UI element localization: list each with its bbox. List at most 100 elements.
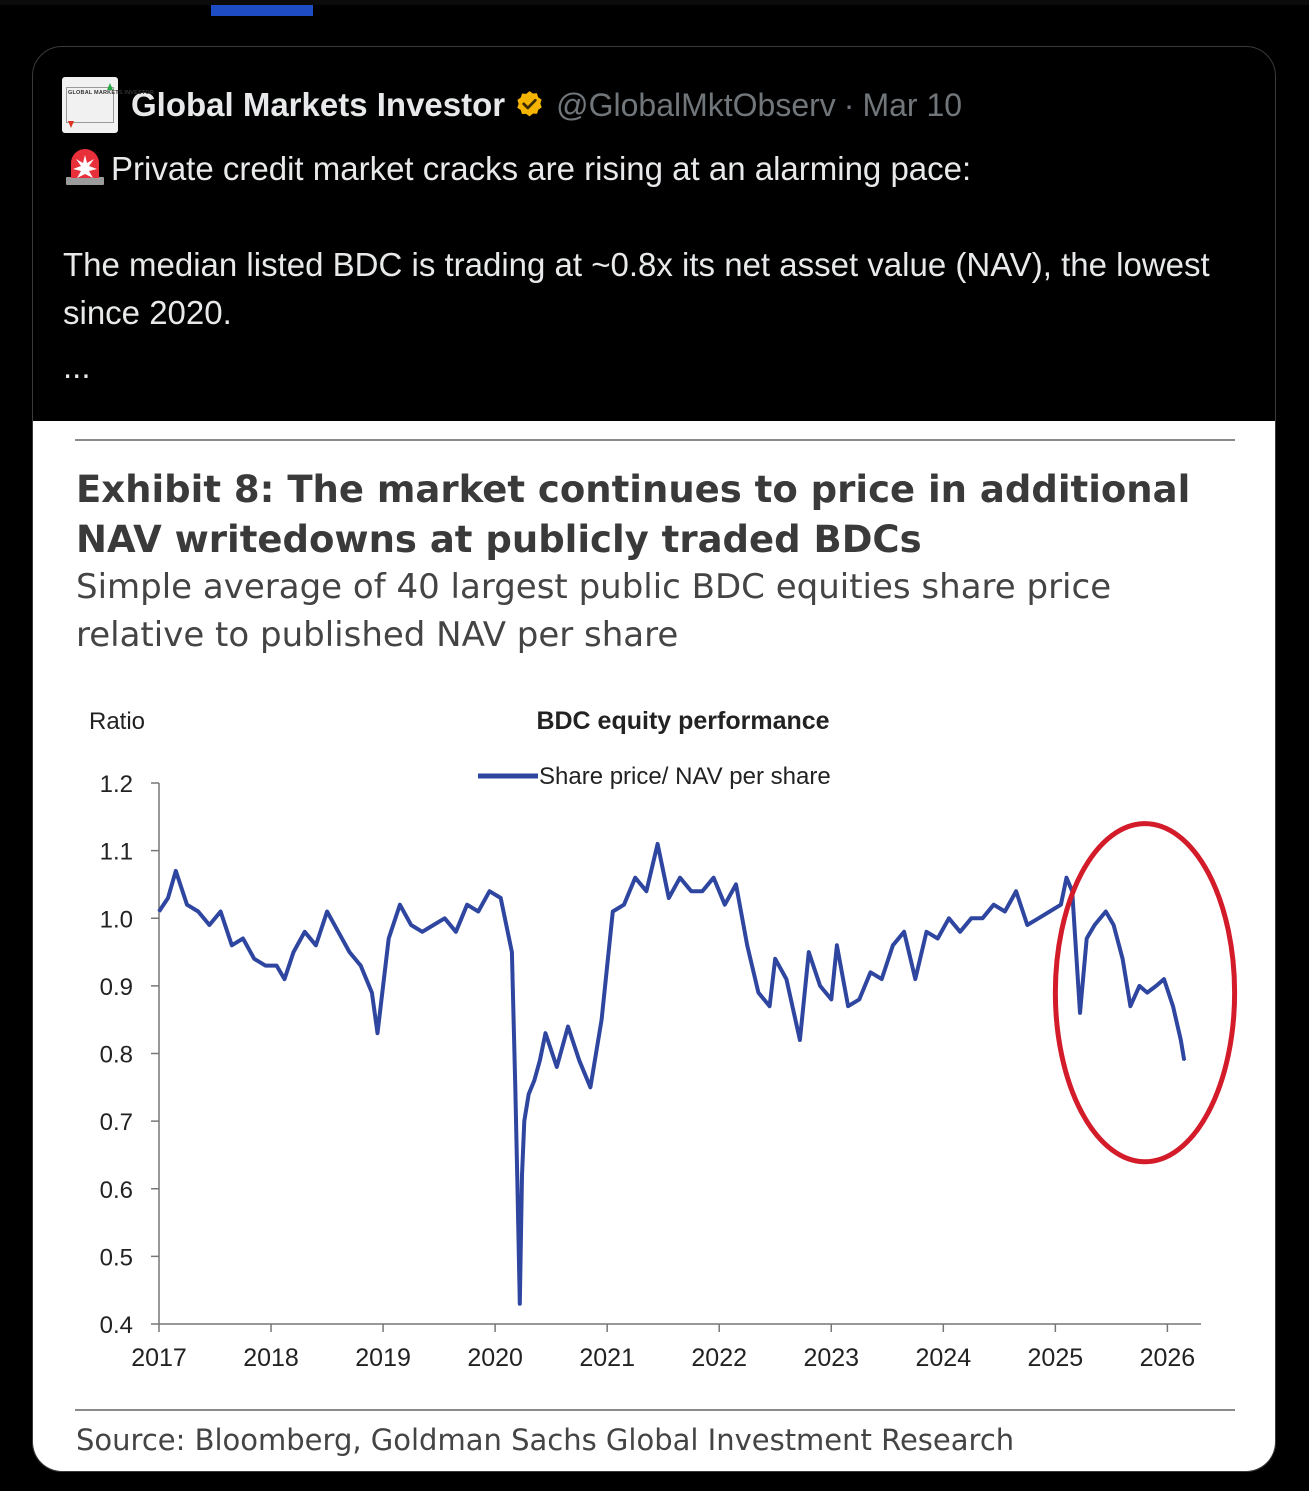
- author-name[interactable]: Global Markets Investor: [131, 86, 506, 123]
- data-point: [376, 1032, 379, 1035]
- x-tick-label: 2023: [803, 1344, 859, 1372]
- data-point: [231, 944, 233, 947]
- x-tick-label: 2018: [243, 1344, 299, 1372]
- x-tick-label: 2019: [355, 1344, 411, 1372]
- data-point: [903, 930, 905, 933]
- data-point: [555, 1066, 558, 1068]
- y-tick-label: 0.6: [100, 1177, 133, 1204]
- highlight-ellipse: [1052, 821, 1238, 1165]
- data-point: [914, 978, 917, 980]
- avatar[interactable]: GLOBAL MARKETS INVESTOR: [62, 77, 154, 133]
- data-point: [1079, 1012, 1081, 1014]
- data-point: [303, 930, 306, 933]
- data-point: [1048, 910, 1051, 913]
- data-point: [167, 897, 169, 899]
- tweet-image[interactable]: Exhibit 8: The market continues to price…: [33, 421, 1275, 1471]
- data-point: [600, 1018, 603, 1021]
- data-point: [387, 937, 390, 940]
- y-tick-label: 1.1: [100, 839, 133, 866]
- data-point: [488, 890, 491, 892]
- data-point: [785, 978, 788, 980]
- data-point: [799, 1039, 801, 1041]
- data-point: [455, 930, 457, 933]
- data-point: [690, 890, 693, 892]
- tweet-text-line2: The median listed BDC is trading at ~0.8…: [63, 246, 1210, 331]
- data-point: [477, 910, 480, 913]
- active-tab-indicator: [211, 5, 313, 16]
- data-point: [1146, 991, 1149, 994]
- tweet-text-line1: Private credit market cracks are rising …: [63, 145, 1253, 193]
- x-tick-label: 2022: [691, 1344, 747, 1372]
- data-point: [443, 917, 446, 920]
- tweet-card[interactable]: GLOBAL MARKETS INVESTOR Global Markets I…: [32, 46, 1276, 1472]
- data-point: [516, 1187, 519, 1190]
- data-point: [242, 937, 244, 940]
- x-tick-label: 2024: [915, 1344, 971, 1372]
- exhibit-subtitle: Simple average of 40 largest public BDC …: [76, 567, 1112, 655]
- legend-label: Share price/ NAV per share: [539, 763, 831, 790]
- data-point: [774, 958, 777, 960]
- data-point: [158, 910, 160, 913]
- data-point: [836, 944, 838, 947]
- data-point: [701, 890, 704, 892]
- data-point: [1121, 958, 1124, 960]
- data-point: [539, 1059, 541, 1062]
- data-point: [819, 985, 821, 987]
- tweet-date[interactable]: Mar 10: [862, 86, 963, 123]
- data-point: [1004, 910, 1006, 913]
- data-point: [724, 903, 726, 906]
- exhibit-title: Exhibit 8: The market continues to price…: [76, 468, 1191, 561]
- data-point: [746, 944, 749, 947]
- data-point: [992, 903, 995, 906]
- data-point: [880, 978, 883, 980]
- data-point: [1015, 890, 1017, 892]
- data-point: [511, 951, 513, 953]
- data-point: [578, 1059, 580, 1062]
- data-point: [421, 930, 424, 933]
- data-point: [499, 897, 502, 899]
- data-point: [264, 964, 267, 967]
- data-point: [514, 1086, 517, 1089]
- data-point: [981, 917, 984, 920]
- avatar-logo-frame: [66, 87, 114, 123]
- data-point: [970, 917, 973, 920]
- x-tick-label: 2017: [131, 1344, 187, 1372]
- data-point: [399, 903, 401, 906]
- data-point: [208, 924, 211, 926]
- data-point: [1183, 1059, 1185, 1062]
- data-point: [1037, 917, 1040, 920]
- data-point: [253, 958, 256, 960]
- siren-icon: [63, 147, 107, 187]
- data-point: [175, 870, 177, 872]
- arrow-down-icon: [68, 121, 74, 128]
- data-point: [523, 1120, 526, 1122]
- top-rule: [75, 439, 1235, 441]
- author-handle[interactable]: @GlobalMktObserv: [556, 86, 836, 123]
- data-point: [186, 903, 188, 906]
- data-point: [1060, 903, 1062, 906]
- data-point: [567, 1025, 569, 1028]
- data-point: [292, 951, 295, 953]
- data-point: [768, 1005, 771, 1007]
- source-note: Source: Bloomberg, Goldman Sachs Global …: [76, 1423, 1015, 1457]
- data-point: [410, 924, 412, 926]
- data-point: [337, 930, 340, 933]
- x-tick-label: 2020: [467, 1344, 523, 1372]
- data-point: [544, 1032, 547, 1035]
- line-chart: Ratio BDC equity performance Share price/ …: [89, 707, 1238, 1372]
- data-point: [847, 1005, 849, 1007]
- data-point: [1180, 1039, 1182, 1041]
- data-point: [808, 951, 810, 953]
- verified-badge-icon: [513, 89, 546, 122]
- show-more-ellipsis[interactable]: ...: [63, 348, 91, 385]
- data-point: [283, 978, 286, 980]
- data-point: [757, 991, 760, 994]
- chart-title: BDC equity performance: [536, 707, 829, 735]
- arrow-up-icon: [107, 83, 113, 90]
- data-point: [359, 964, 362, 967]
- y-tick-label: 0.9: [100, 974, 133, 1001]
- y-tick-label: 0.8: [100, 1042, 133, 1069]
- data-point: [1065, 876, 1068, 879]
- data-point: [656, 843, 659, 845]
- x-tick-label: 2026: [1140, 1344, 1196, 1372]
